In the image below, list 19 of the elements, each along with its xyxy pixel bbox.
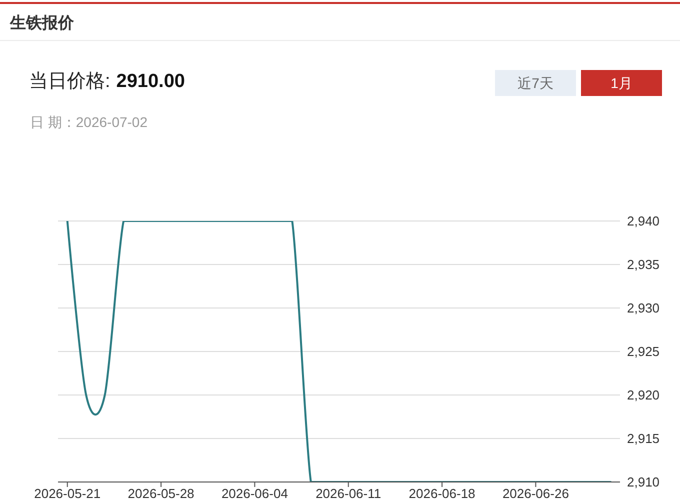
x-tick-label: 2026-06-18 — [408, 486, 476, 501]
x-tick-label: 2026-06-04 — [221, 486, 288, 501]
y-tick-label: 2,930 — [627, 300, 660, 316]
x-tick-label: 2026-05-28 — [128, 486, 194, 501]
button: 近7天 — [495, 70, 576, 96]
y-tick-label: 2,940 — [627, 214, 660, 229]
x-tick-label: 2026-05-21 — [34, 486, 101, 501]
y-tick-label: 2,925 — [627, 344, 660, 360]
y-tick-label: 2,935 — [627, 257, 660, 272]
text: 日 期：2026-07-02 — [30, 114, 148, 130]
y-tick-label: 2,910 — [627, 474, 660, 490]
y-tick-label: 2,920 — [627, 388, 660, 403]
text: 当日价格: — [29, 71, 110, 92]
x-tick-label: 2026-06-26 — [502, 486, 569, 501]
button: 1月 — [581, 70, 662, 96]
y-tick-label: 2,915 — [627, 431, 660, 446]
chart-title: 生铁报价 — [10, 15, 74, 32]
x-tick-label: 2026-06-11 — [316, 486, 382, 501]
text: 2910.00 — [116, 71, 185, 92]
